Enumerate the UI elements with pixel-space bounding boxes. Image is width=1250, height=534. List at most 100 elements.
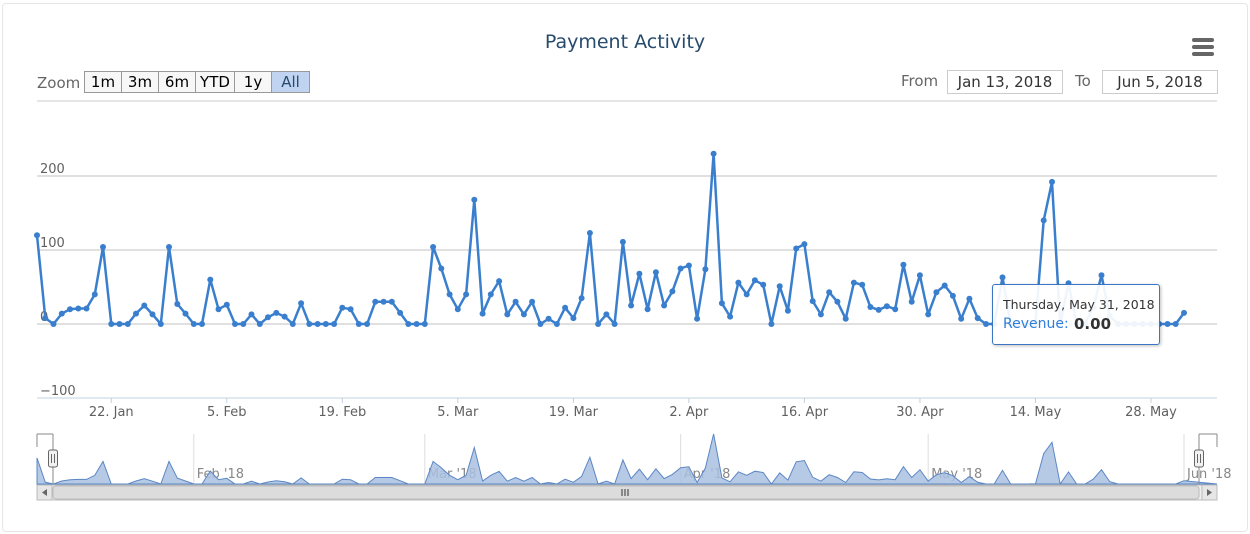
data-point[interactable] bbox=[364, 321, 371, 327]
data-point[interactable] bbox=[661, 302, 668, 309]
data-point[interactable] bbox=[67, 306, 73, 313]
data-point[interactable] bbox=[702, 266, 709, 273]
data-point[interactable] bbox=[677, 265, 684, 272]
data-point[interactable] bbox=[355, 321, 362, 327]
data-point[interactable] bbox=[1181, 309, 1187, 316]
data-point[interactable] bbox=[793, 245, 800, 252]
navigator-right-handle[interactable] bbox=[1194, 449, 1204, 468]
data-point[interactable] bbox=[174, 301, 181, 307]
data-point[interactable] bbox=[652, 269, 659, 276]
data-point[interactable] bbox=[966, 295, 973, 302]
data-point[interactable] bbox=[875, 306, 882, 313]
data-point[interactable] bbox=[570, 315, 577, 322]
data-point[interactable] bbox=[685, 262, 692, 269]
data-point[interactable] bbox=[289, 321, 296, 327]
scroll-left-button[interactable] bbox=[36, 484, 53, 501]
data-point[interactable] bbox=[83, 305, 90, 312]
data-point[interactable] bbox=[669, 288, 676, 295]
data-point[interactable] bbox=[900, 261, 907, 268]
data-point[interactable] bbox=[1172, 321, 1179, 327]
zoom-3m-button[interactable]: 3m bbox=[122, 72, 159, 92]
data-point[interactable] bbox=[999, 274, 1006, 281]
data-point[interactable] bbox=[273, 309, 280, 316]
data-point[interactable] bbox=[133, 310, 139, 317]
data-point[interactable] bbox=[1098, 272, 1105, 279]
data-point[interactable] bbox=[108, 321, 115, 327]
hamburger-menu-icon[interactable] bbox=[1192, 38, 1214, 56]
data-point[interactable] bbox=[50, 321, 57, 327]
data-point[interactable] bbox=[182, 310, 189, 317]
from-date-input[interactable]: Jan 13, 2018 bbox=[947, 70, 1063, 94]
data-point[interactable] bbox=[743, 291, 750, 298]
data-point[interactable] bbox=[949, 292, 956, 299]
zoom-1m-button[interactable]: 1m bbox=[85, 72, 122, 92]
to-date-input[interactable]: Jun 5, 2018 bbox=[1102, 70, 1218, 94]
data-point[interactable] bbox=[207, 276, 214, 283]
data-point[interactable] bbox=[1049, 178, 1055, 185]
data-point[interactable] bbox=[298, 300, 305, 307]
data-point[interactable] bbox=[42, 315, 49, 322]
data-point[interactable] bbox=[446, 291, 453, 298]
data-point[interactable] bbox=[100, 244, 106, 250]
data-point[interactable] bbox=[157, 321, 164, 327]
scrollbar-thumb[interactable] bbox=[52, 485, 1200, 500]
data-point[interactable] bbox=[553, 321, 560, 327]
data-point[interactable] bbox=[388, 298, 395, 305]
data-point[interactable] bbox=[727, 313, 734, 320]
data-point[interactable] bbox=[694, 315, 701, 322]
data-point[interactable] bbox=[454, 306, 461, 313]
data-point[interactable] bbox=[545, 315, 552, 322]
data-point[interactable] bbox=[281, 313, 288, 320]
data-point[interactable] bbox=[735, 279, 742, 286]
data-point[interactable] bbox=[322, 321, 329, 327]
data-point[interactable] bbox=[636, 270, 643, 277]
data-point[interactable] bbox=[974, 315, 981, 322]
data-point[interactable] bbox=[784, 307, 791, 314]
data-point[interactable] bbox=[562, 304, 569, 311]
data-point[interactable] bbox=[1164, 321, 1171, 327]
data-point[interactable] bbox=[776, 283, 783, 290]
data-point[interactable] bbox=[710, 150, 717, 157]
data-point[interactable] bbox=[850, 279, 857, 286]
data-point[interactable] bbox=[438, 265, 445, 272]
data-point[interactable] bbox=[306, 321, 313, 327]
zoom-6m-button[interactable]: 6m bbox=[159, 72, 196, 92]
data-point[interactable] bbox=[479, 310, 486, 317]
data-point[interactable] bbox=[834, 298, 841, 305]
data-point[interactable] bbox=[628, 302, 635, 309]
data-point[interactable] bbox=[331, 321, 338, 327]
data-point[interactable] bbox=[75, 305, 82, 312]
data-point[interactable] bbox=[124, 321, 131, 327]
data-point[interactable] bbox=[842, 315, 849, 322]
data-point[interactable] bbox=[166, 244, 172, 250]
data-point[interactable] bbox=[430, 244, 437, 250]
data-point[interactable] bbox=[397, 309, 404, 316]
zoom-1y-button[interactable]: 1y bbox=[235, 72, 272, 92]
data-point[interactable] bbox=[718, 300, 725, 307]
data-point[interactable] bbox=[1040, 217, 1047, 224]
data-point[interactable] bbox=[817, 311, 824, 318]
data-point[interactable] bbox=[586, 230, 593, 236]
data-point[interactable] bbox=[413, 321, 420, 327]
data-point[interactable] bbox=[619, 238, 626, 245]
data-point[interactable] bbox=[529, 298, 536, 305]
data-point[interactable] bbox=[578, 295, 585, 302]
data-point[interactable] bbox=[58, 310, 65, 317]
data-point[interactable] bbox=[983, 321, 989, 327]
data-point[interactable] bbox=[958, 315, 965, 322]
data-point[interactable] bbox=[859, 281, 866, 288]
data-point[interactable] bbox=[883, 303, 890, 310]
data-point[interactable] bbox=[380, 298, 387, 305]
data-point[interactable] bbox=[265, 314, 271, 321]
data-point[interactable] bbox=[504, 311, 511, 318]
navigator-left-handle[interactable] bbox=[48, 449, 58, 468]
data-point[interactable] bbox=[223, 301, 230, 308]
data-point[interactable] bbox=[644, 306, 651, 313]
data-point[interactable] bbox=[471, 196, 478, 203]
data-point[interactable] bbox=[372, 298, 379, 305]
data-point[interactable] bbox=[215, 306, 222, 313]
data-point[interactable] bbox=[751, 277, 758, 284]
data-point[interactable] bbox=[248, 311, 255, 318]
data-point[interactable] bbox=[421, 321, 428, 327]
data-point[interactable] bbox=[190, 321, 197, 327]
